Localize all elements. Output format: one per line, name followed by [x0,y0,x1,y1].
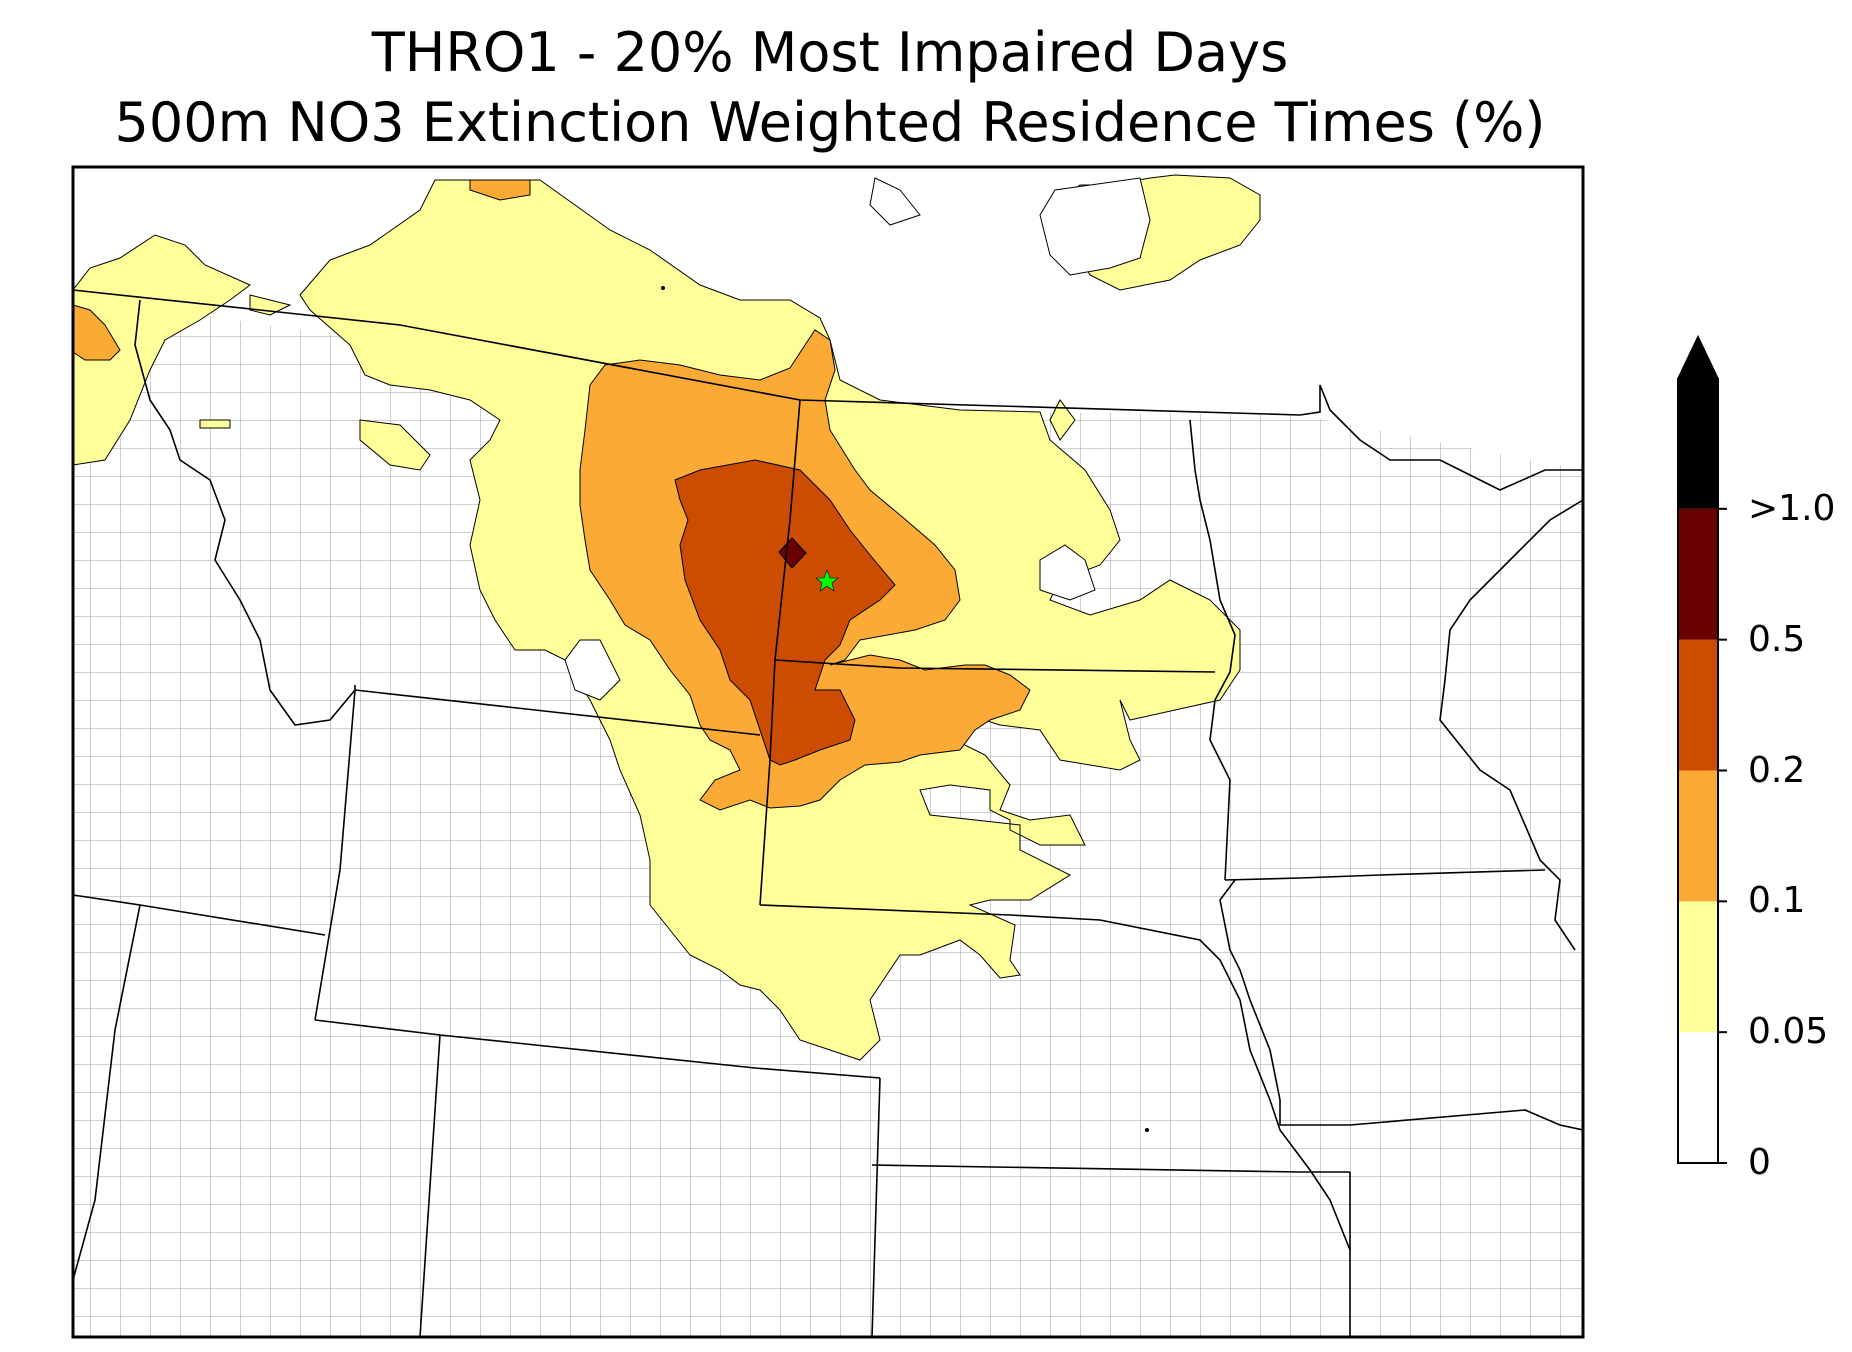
colorbar-band [1678,378,1718,509]
site-star-icon [815,569,839,592]
colorbar-band [1678,770,1718,902]
small-lake-icon [661,286,665,290]
colorbar-tick-label: 0.05 [1748,1011,1829,1053]
colorbar-band [1678,1032,1718,1163]
map-area [73,167,1583,1337]
colorbar-tick-label: 0.5 [1748,618,1806,660]
colorbar-band [1678,508,1718,640]
colorbar-tick-label: 0 [1748,1142,1771,1183]
colorbar-band [1678,901,1718,1033]
contour-0.2-0.5 [674,459,896,766]
map-title-line-2: 500m NO3 Extinction Weighted Residence T… [114,91,1546,154]
contour-below-0.05-holes [564,177,1151,701]
map-frame [71,165,1585,1339]
map-title-line-1: THRO1 - 20% Most Impaired Days [371,21,1289,84]
colorbar-tick-label: 0.2 [1748,749,1806,791]
colorbar [1677,334,1727,1164]
colorbar-extend-arrow-icon [1677,334,1719,379]
colorbar-tick-label: 0.1 [1748,880,1806,922]
state-boundaries [73,289,1583,1337]
colorbar-band [1678,639,1718,771]
colorbar-tick-label: >1.0 [1748,487,1836,529]
small-lake-icon [1145,1128,1149,1132]
